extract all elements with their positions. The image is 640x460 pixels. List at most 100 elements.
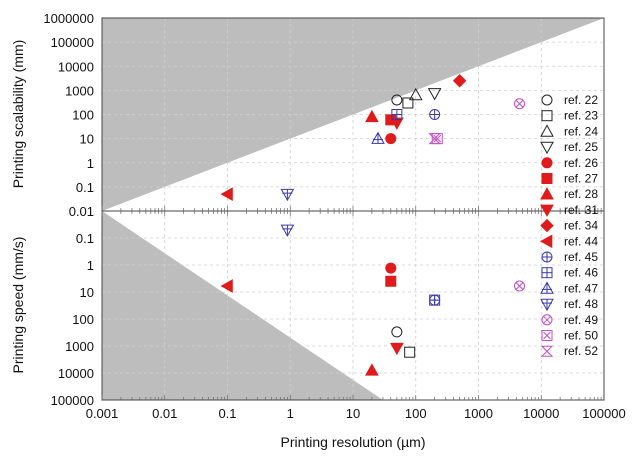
- x-tick-label: 0.001: [86, 406, 119, 421]
- marker-stroke: [541, 345, 553, 357]
- legend-marker-ref-49: [541, 314, 553, 326]
- legend-marker-ref-22: [541, 94, 553, 106]
- marker-shape: [541, 157, 553, 169]
- legend-label-ref-50: ref. 50: [564, 329, 598, 343]
- legend-label-ref-49: ref. 49: [564, 313, 598, 327]
- top-y-tick-label: 1: [87, 156, 94, 171]
- point-top-ref-34: [452, 74, 467, 88]
- marker-shape: [540, 141, 554, 155]
- legend-label-ref-31: ref. 31: [564, 203, 598, 217]
- point-bottom-ref-49: [513, 280, 525, 292]
- top-y-tick-label: 100: [72, 108, 94, 123]
- point-top-ref-26: [385, 133, 397, 145]
- x-tick-label: 0.1: [218, 406, 236, 421]
- marker-shape: [391, 326, 403, 338]
- point-bottom-ref-27: [385, 275, 397, 287]
- marker-shape: [513, 98, 525, 110]
- bottom-y-axis-label: Printing speed (mm/s): [10, 237, 26, 374]
- legend-label-ref-46: ref. 46: [564, 266, 598, 280]
- x-tick-label: 10000: [523, 406, 559, 421]
- marker-stroke: [433, 134, 442, 143]
- legend-label-ref-22: ref. 22: [564, 93, 598, 107]
- grid-lines: [102, 18, 604, 400]
- marker-shape: [220, 187, 233, 201]
- marker-shape: [540, 124, 554, 137]
- marker-shape: [541, 94, 553, 106]
- legend-label-ref-23: ref. 23: [564, 109, 598, 123]
- legend-marker-ref-47: [540, 281, 554, 294]
- legend-marker-ref-48: [540, 298, 554, 312]
- marker-shape: [541, 314, 553, 326]
- point-bottom-ref-44: [220, 279, 233, 293]
- point-top-ref-28: [365, 109, 379, 123]
- marker-shape: [540, 187, 554, 200]
- point-top-ref-25: [427, 88, 442, 101]
- x-tick-label: 10: [346, 406, 360, 421]
- x-tick-label: 100: [405, 406, 427, 421]
- marker-shape: [540, 218, 554, 233]
- marker-shape: [385, 262, 397, 274]
- legend-marker-ref-50: [541, 330, 553, 341]
- bottom-y-tick-label: 100000: [51, 393, 94, 408]
- bottom-y-tick-label: 10000: [58, 366, 94, 381]
- marker-shape: [541, 110, 553, 122]
- x-axis-label: Printing resolution (µm): [280, 434, 425, 450]
- legend-marker-ref-45: [541, 251, 553, 263]
- marker-stroke: [429, 133, 440, 144]
- tick-labels: 0.001 0.01 0.1 1 10 100 1000 10000 100000 0.01 0.1…: [43, 11, 625, 421]
- bottom-y-tick-label: 1: [87, 258, 94, 273]
- top-y-tick-label: 10: [80, 132, 94, 147]
- legend-marker-ref-24: [540, 124, 554, 137]
- point-top-ref-23: [402, 97, 414, 109]
- marker-stroke: [515, 282, 524, 290]
- marker-shape: [220, 279, 233, 293]
- legend-label-ref-27: ref. 27: [564, 172, 598, 186]
- legend-label-ref-44: ref. 44: [564, 234, 598, 248]
- marker-shape: [427, 88, 442, 101]
- marker-shape: [390, 342, 404, 356]
- marker-stroke: [543, 315, 551, 324]
- legend-marker-ref-44: [539, 234, 553, 249]
- legend-label-ref-48: ref. 48: [564, 297, 598, 311]
- legend-label-ref-47: ref. 47: [564, 281, 598, 295]
- bottom-y-tick-label: 100: [72, 312, 94, 327]
- marker-shape: [365, 363, 379, 376]
- point-top-ref-45: [429, 109, 441, 120]
- marker-shape: [385, 133, 397, 145]
- point-bottom-ref-22: [391, 326, 403, 338]
- point-bottom-ref-26: [385, 262, 397, 274]
- legend-marker-ref-26: [541, 157, 553, 169]
- point-top-ref-49: [513, 98, 525, 110]
- marker-shape: [541, 173, 553, 184]
- x-tick-label: 100000: [582, 406, 625, 421]
- marker-shape: [402, 97, 414, 109]
- point-bottom-ref-28: [365, 363, 379, 376]
- point-top-ref-24: [408, 87, 423, 101]
- legend-label-ref-28: ref. 28: [564, 187, 598, 201]
- point-bottom-ref-46: [429, 294, 441, 306]
- point-top-ref-47: [371, 131, 385, 144]
- top-y-tick-label: 1000000: [43, 11, 94, 26]
- bottom-shade-group: [102, 211, 383, 400]
- data-points: [220, 74, 525, 376]
- marker-shape: [452, 74, 467, 88]
- bottom-y-tick-label: 0.1: [76, 231, 94, 246]
- legend-label-ref-24: ref. 24: [564, 124, 598, 138]
- bottom-y-tick-label: 1000: [65, 339, 94, 354]
- legend-marker-ref-23: [541, 110, 553, 122]
- top-y-tick-label: 1000: [65, 83, 94, 98]
- top-y-tick-label: 0.01: [69, 204, 94, 219]
- marker-shape: [391, 94, 403, 106]
- point-top-ref-46: [391, 109, 403, 120]
- point-top-ref-22: [391, 94, 403, 106]
- marker-shape: [385, 275, 397, 287]
- top-y-tick-label: 0.1: [76, 180, 94, 195]
- legend-label-ref-26: ref. 26: [564, 156, 598, 170]
- point-bottom-ref-23: [404, 346, 416, 358]
- legend-label-ref-34: ref. 34: [564, 219, 598, 233]
- top-y-tick-label: 100000: [51, 35, 94, 50]
- marker-shape: [408, 87, 423, 101]
- bottom-shaded-region: [102, 211, 383, 400]
- bottom-y-tick-label: 10: [80, 285, 94, 300]
